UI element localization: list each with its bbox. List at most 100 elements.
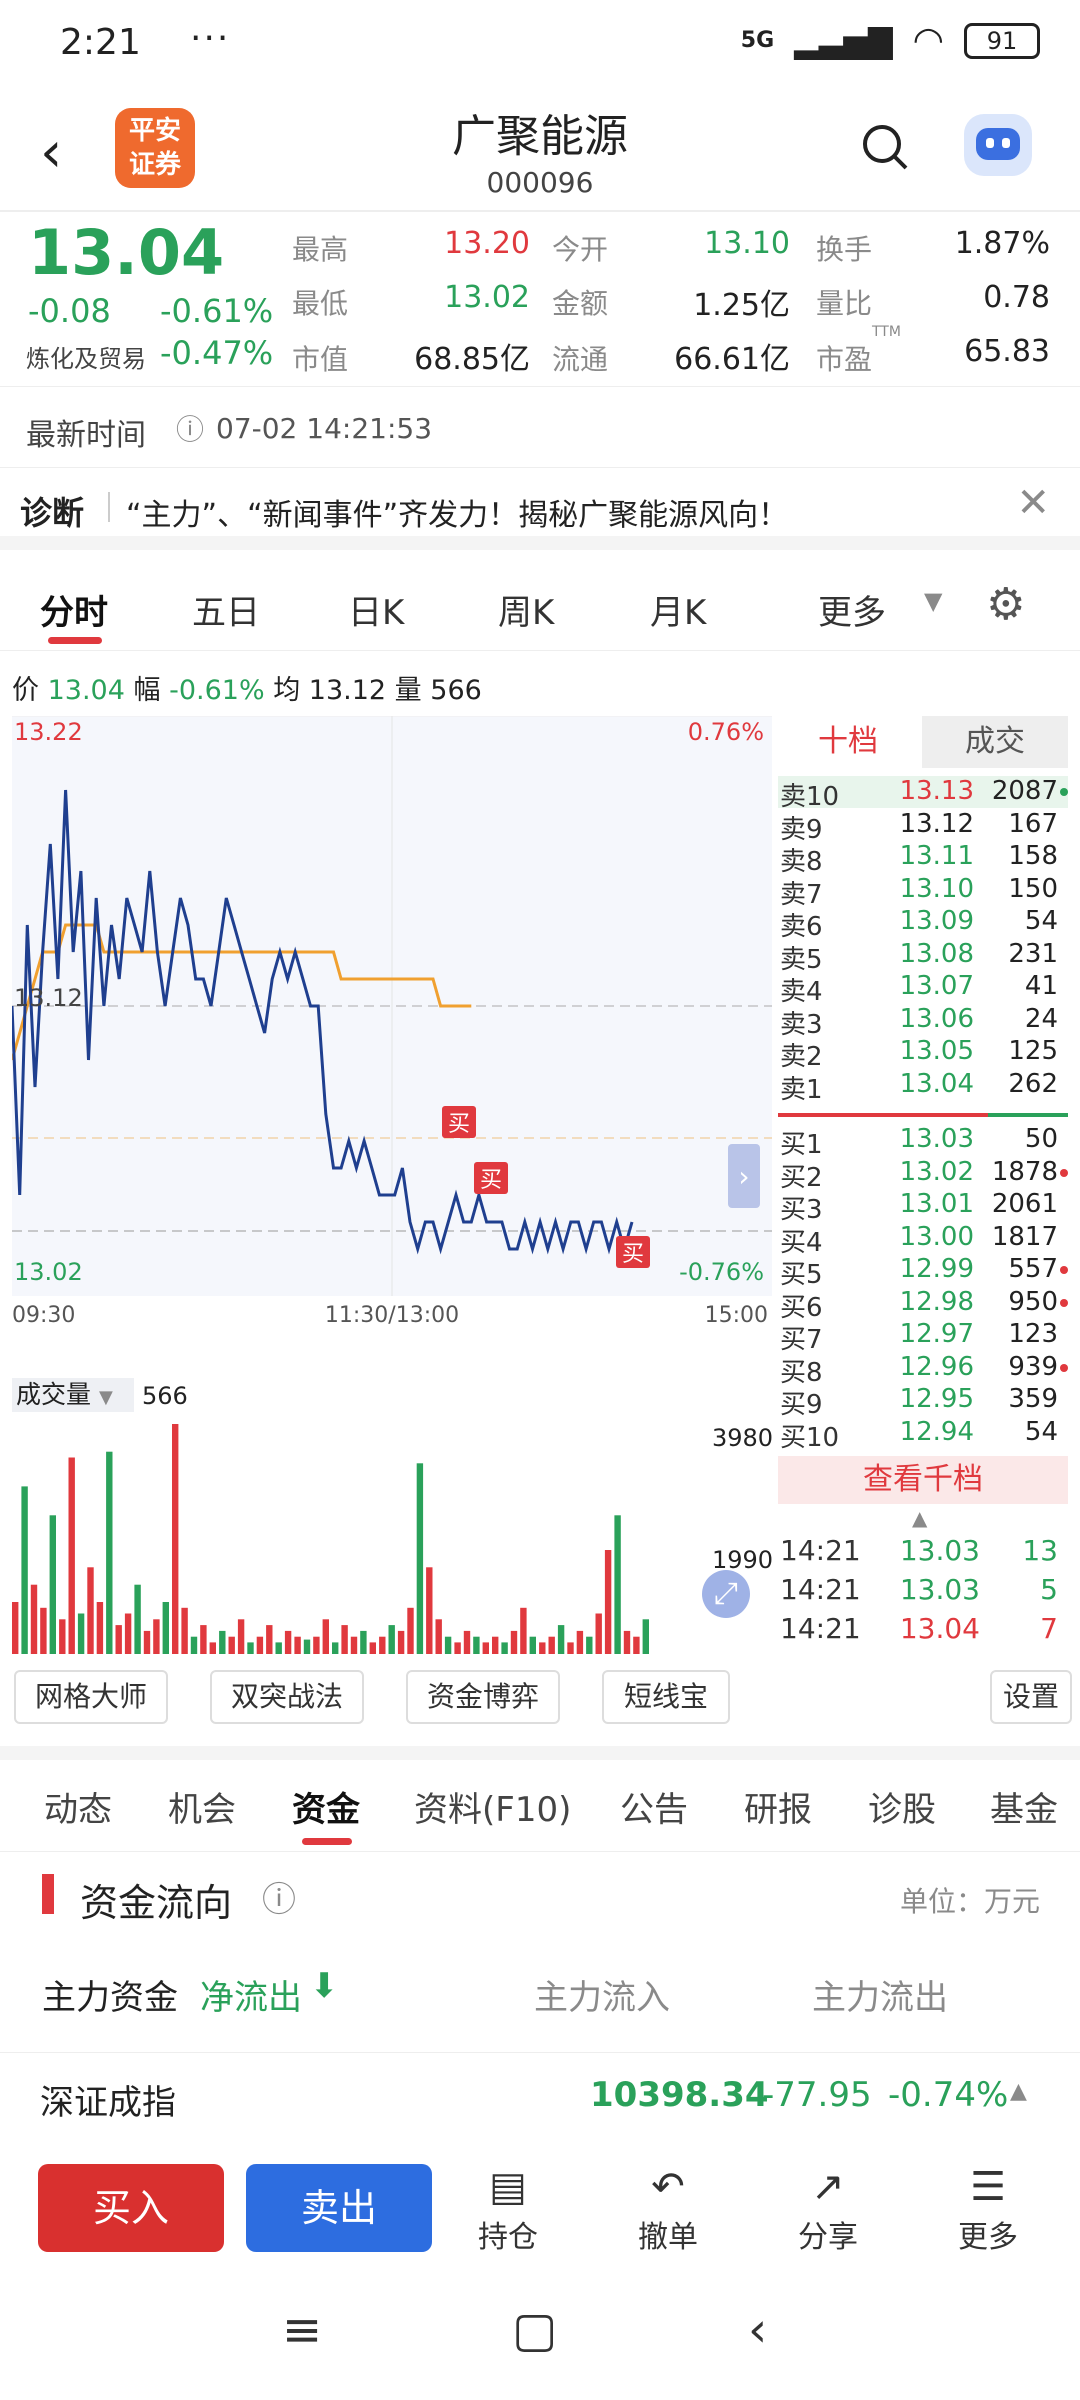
tool-short-line[interactable]: 短线宝	[602, 1670, 730, 1724]
change-dot-icon	[1060, 1168, 1068, 1177]
float-label: 流通	[552, 343, 609, 376]
bid-price: 13.03	[899, 1124, 974, 1154]
chevron-down-icon[interactable]: ▼	[924, 587, 943, 615]
tab-intraday[interactable]: 分时	[40, 593, 108, 633]
tab-ten-levels[interactable]: 十档	[818, 724, 878, 759]
tab-news[interactable]: 动态	[44, 1790, 112, 1830]
tab-opportunity[interactable]: 机会	[168, 1790, 236, 1830]
chevron-up-icon[interactable]: ▲	[912, 1506, 928, 1530]
back-icon[interactable]: ‹	[40, 120, 63, 185]
cancel-label: 撤单	[638, 2220, 698, 2255]
ask-row[interactable]: 卖9 13.12 167	[778, 809, 1068, 845]
buy-marker[interactable]: 买	[474, 1162, 508, 1194]
status-time: 2:21	[60, 22, 141, 63]
tab-diagnose[interactable]: 诊股	[868, 1790, 936, 1830]
tab-announcement[interactable]: 公告	[620, 1790, 688, 1830]
info-icon[interactable]: ⓘ	[176, 413, 205, 446]
tab-weekly-k[interactable]: 周K	[498, 593, 555, 633]
ask-price: 13.05	[899, 1036, 974, 1066]
gear-icon[interactable]: ⚙	[986, 579, 1026, 630]
buy-button[interactable]: 买入	[38, 2164, 224, 2252]
stock-code: 000096	[486, 166, 594, 199]
volume-bar	[510, 1630, 518, 1654]
volume-selector[interactable]: 成交量 ▼	[12, 1378, 134, 1412]
intraday-chart[interactable]: 13.22 0.76% 13.12 13.02 -0.76% 09:30 11:…	[12, 716, 772, 1348]
volume-bar	[388, 1625, 395, 1654]
change-dot-icon	[1060, 788, 1068, 796]
buy-marker[interactable]: 买	[616, 1236, 650, 1268]
tab-funds[interactable]: 资金	[292, 1790, 360, 1830]
ask-price: 13.09	[899, 906, 974, 936]
bid-row[interactable]: 买6 12.98 950	[778, 1287, 1068, 1323]
sector-name[interactable]: 炼化及贸易	[26, 345, 146, 373]
tab-five-day[interactable]: 五日	[192, 593, 260, 633]
ask-row[interactable]: 卖3 13.06 24	[778, 1004, 1068, 1040]
bid-price: 12.95	[899, 1384, 974, 1414]
bid-row[interactable]: 买2 13.02 1878	[778, 1157, 1068, 1193]
tool-settings[interactable]: 设置	[990, 1670, 1072, 1724]
diagnosis-banner[interactable]: 诊断 “主力”、“新闻事件”齐发力！揭秘广聚能源风向！ ✕	[0, 470, 1080, 550]
tab-research[interactable]: 研报	[744, 1790, 812, 1830]
volume-bar	[59, 1619, 66, 1654]
tool-fund-game[interactable]: 资金博弈	[406, 1670, 560, 1724]
home-nav-icon[interactable]: ▢	[512, 2302, 558, 2358]
share-button[interactable]: ↗ 分享	[768, 2162, 888, 2256]
tab-f10[interactable]: 资料(F10)	[414, 1790, 572, 1830]
bid-row[interactable]: 买7 12.97 123	[778, 1319, 1068, 1355]
bid-row[interactable]: 买4 13.00 1817	[778, 1222, 1068, 1258]
fullscreen-icon[interactable]: ⤢	[702, 1570, 750, 1618]
menu-nav-icon[interactable]: ≡	[282, 2302, 323, 2358]
tab-more[interactable]: 更多	[818, 593, 886, 633]
trade-row: 14:21 13.03 13	[778, 1534, 1068, 1570]
bid-row[interactable]: 买3 13.01 2061	[778, 1189, 1068, 1225]
ask-row[interactable]: 卖4 13.07 41	[778, 971, 1068, 1007]
tab-fund[interactable]: 基金	[990, 1790, 1058, 1830]
chevron-up-icon[interactable]: ▲	[1010, 2079, 1027, 2104]
ask-row[interactable]: 卖8 13.11 158	[778, 841, 1068, 877]
assistant-robot-icon[interactable]	[964, 114, 1032, 176]
bid-volume: 123	[1008, 1319, 1058, 1349]
index-pct: -0.74%	[888, 2075, 1009, 2115]
close-icon[interactable]: ✕	[1016, 480, 1050, 526]
sell-button[interactable]: 卖出	[246, 2164, 432, 2252]
tab-daily-k[interactable]: 日K	[348, 593, 405, 633]
expand-book-button[interactable]	[728, 1144, 760, 1208]
ask-row[interactable]: 卖7 13.10 150	[778, 874, 1068, 910]
tool-grid-master[interactable]: 网格大师	[14, 1670, 168, 1724]
bid-row[interactable]: 买1 13.03 50	[778, 1124, 1068, 1160]
trade-row: 14:21 13.04 7	[778, 1612, 1068, 1648]
info-avg: 13.12	[308, 675, 387, 706]
more-button[interactable]: ☰ 更多	[928, 2162, 1048, 2256]
bid-row[interactable]: 买9 12.95 359	[778, 1384, 1068, 1420]
info-icon[interactable]: ⓘ	[262, 1880, 296, 1920]
tab-monthly-k[interactable]: 月K	[650, 593, 707, 633]
ask-row[interactable]: 卖6 13.09 54	[778, 906, 1068, 942]
bid-row[interactable]: 买5 12.99 557	[778, 1254, 1068, 1290]
index-change: -77.95	[762, 2075, 872, 2115]
volume-bar	[190, 1636, 198, 1654]
trade-price: 13.03	[899, 1573, 980, 1606]
buy-marker[interactable]: 买	[442, 1106, 476, 1138]
broker-logo: 平安 证券	[115, 108, 195, 188]
tab-trades[interactable]: 成交	[922, 716, 1068, 768]
bid-price: 12.94	[899, 1416, 974, 1447]
ask-row[interactable]: 卖10 13.13 2087	[778, 776, 1068, 812]
ask-level: 卖8	[780, 847, 823, 877]
ask-row[interactable]: 卖1 13.04 262	[778, 1069, 1068, 1105]
search-icon[interactable]	[858, 120, 910, 172]
chart-bot-pct: -0.76%	[679, 1258, 764, 1286]
volume-bar	[77, 1613, 85, 1654]
bid-row[interactable]: 买8 12.96 939	[778, 1352, 1068, 1388]
index-ticker[interactable]: 深证成指 10398.34 -77.95 -0.74% ▲	[0, 2052, 1080, 2142]
view-thousand-levels-button[interactable]: 查看千档	[778, 1456, 1068, 1504]
back-nav-icon[interactable]: ‹	[748, 2302, 768, 2358]
holdings-button[interactable]: ▤ 持仓	[448, 2162, 568, 2256]
cancel-order-button[interactable]: ↶ 撤单	[608, 2162, 728, 2256]
trade-time: 14:21	[780, 1573, 861, 1606]
tool-double-break[interactable]: 双突战法	[210, 1670, 364, 1724]
bid-row[interactable]: 买10 12.94 54	[778, 1416, 1068, 1453]
ask-row[interactable]: 卖2 13.05 125	[778, 1036, 1068, 1072]
vol-ratio-label: 量比	[816, 287, 873, 320]
ask-row[interactable]: 卖5 13.08 231	[778, 939, 1068, 975]
pe-ttm-label: TTM	[872, 324, 901, 340]
